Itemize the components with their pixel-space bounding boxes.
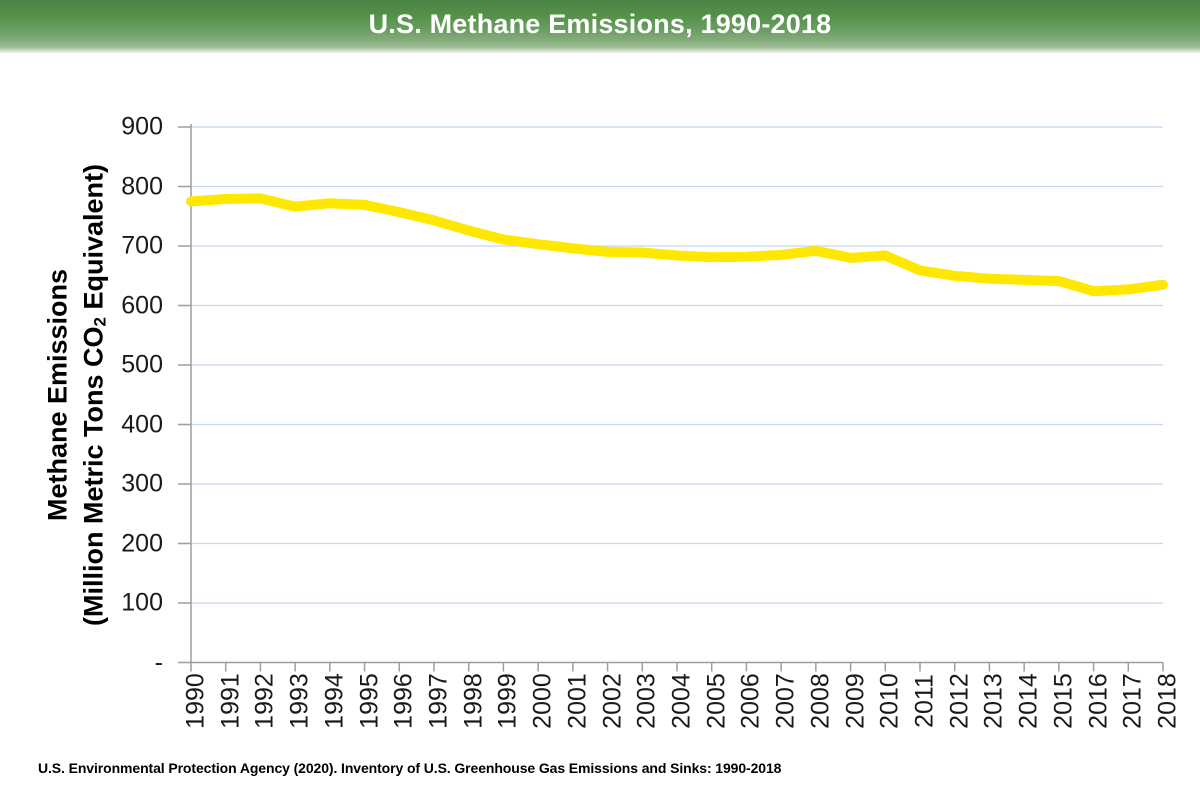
chart-title: U.S. Methane Emissions, 1990-2018: [368, 8, 832, 39]
x-tick-label-2015: 2015: [1049, 673, 1078, 729]
x-tick-label-2012: 2012: [945, 673, 974, 729]
y-tick-label-700: 700: [121, 231, 163, 260]
chart-title-bar: U.S. Methane Emissions, 1990-2018: [0, 0, 1200, 54]
x-tick-label-2001: 2001: [563, 673, 592, 729]
y-tick-label-400: 400: [121, 410, 163, 438]
x-tick-label-1991: 1991: [216, 673, 245, 729]
x-tick-label-2018: 2018: [1153, 673, 1182, 729]
y-tick-label-200: 200: [121, 529, 163, 557]
x-tick-label-1990: 1990: [181, 673, 210, 729]
x-tick-label-2005: 2005: [702, 673, 731, 729]
y-axis-title-line1: Methane Emissions: [42, 268, 73, 522]
y-tick-label-500: 500: [121, 350, 163, 379]
x-tick-label-1999: 1999: [493, 673, 522, 729]
x-tick-label-2004: 2004: [667, 673, 696, 729]
x-tick-label-1993: 1993: [285, 673, 314, 729]
y-tick-label-600: 600: [121, 291, 163, 319]
y-tick-label-900: 900: [121, 112, 163, 141]
x-tick-label-2011: 2011: [910, 674, 939, 728]
x-tick-label-2009: 2009: [841, 673, 870, 729]
x-tick-label-2000: 2000: [528, 673, 557, 729]
x-tick-label-1994: 1994: [320, 673, 349, 729]
source-citation: U.S. Environmental Protection Agency (20…: [38, 760, 782, 776]
x-tick-label-2013: 2013: [979, 673, 1008, 729]
y-tick-label-300: 300: [121, 469, 163, 498]
x-tick-label-2008: 2008: [806, 673, 835, 729]
x-tick-label-2014: 2014: [1014, 673, 1043, 729]
x-tick-label-2017: 2017: [1118, 673, 1147, 729]
x-tick-label-2010: 2010: [875, 673, 904, 729]
y-tick-label-800: 800: [121, 172, 163, 200]
y-tick-label-0: -: [154, 648, 163, 676]
x-tick-label-2003: 2003: [632, 673, 661, 729]
x-tick-label-1998: 1998: [459, 673, 488, 729]
x-tick-label-2006: 2006: [736, 673, 765, 729]
x-tick-label-1992: 1992: [250, 673, 279, 729]
x-tick-label-2007: 2007: [771, 673, 800, 729]
y-tick-label-100: 100: [121, 588, 163, 617]
x-tick-label-2002: 2002: [598, 673, 627, 729]
x-tick-label-1996: 1996: [389, 673, 418, 729]
emissions-series-line: [186, 193, 1168, 297]
x-tick-label-1995: 1995: [355, 673, 384, 729]
x-tick-label-1997: 1997: [424, 673, 453, 729]
x-tick-label-2016: 2016: [1084, 673, 1113, 729]
